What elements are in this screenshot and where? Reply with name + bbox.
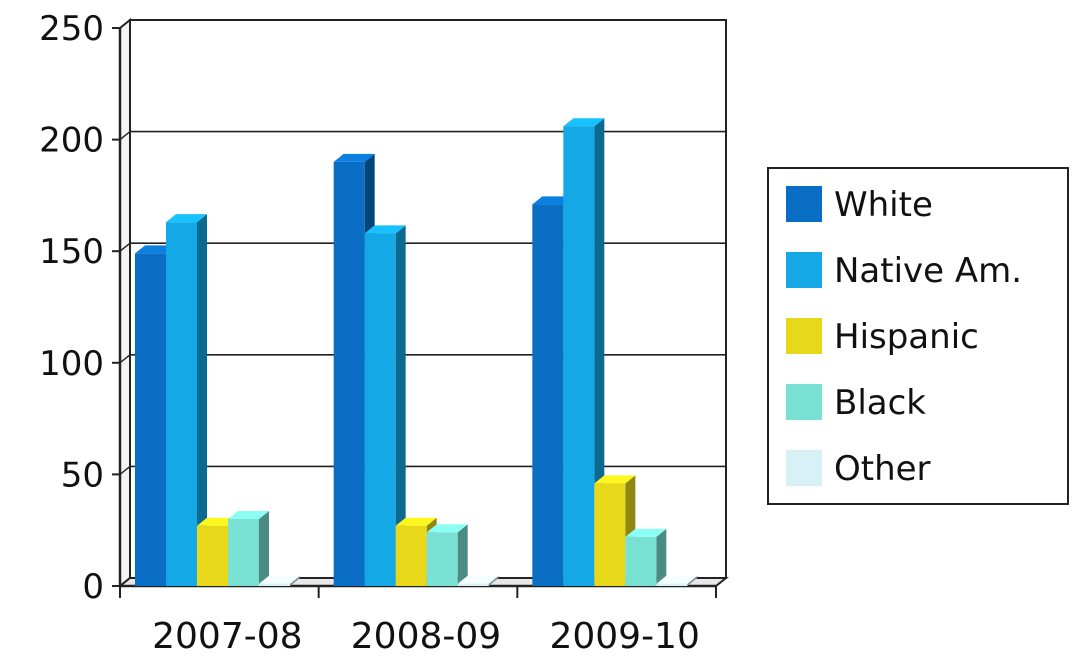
gridline-side — [119, 19, 131, 29]
y-tick-labels: 0 50 100 150 200 250 — [39, 9, 104, 607]
gridline-side — [119, 242, 131, 252]
bar-top — [395, 517, 437, 526]
x-category-label: 2007-08 — [152, 616, 302, 657]
x-category-label: 2009-10 — [549, 616, 699, 657]
y-tick-label: 250 — [39, 9, 104, 49]
bar-top — [228, 511, 269, 520]
plot-back-wall — [129, 19, 727, 579]
bar-side — [687, 575, 698, 586]
legend-swatch — [786, 450, 822, 486]
bar-side — [594, 118, 605, 586]
legend-swatch — [786, 252, 822, 288]
legend-swatch — [786, 186, 822, 222]
bar-front — [625, 536, 657, 586]
bar-top — [426, 524, 468, 533]
bar-other-2007-08 — [259, 575, 300, 586]
bar-front — [259, 583, 290, 586]
bar-top — [563, 118, 605, 127]
bar-front — [563, 126, 595, 586]
bar-front — [656, 583, 688, 586]
y-tick-label: 100 — [39, 344, 104, 384]
bar-other-2009-10 — [656, 575, 698, 586]
bar-side — [290, 575, 300, 586]
legend: White Native Am. Hispanic Black Other — [767, 167, 1069, 505]
bar-front — [457, 583, 489, 586]
plot-side-wall — [119, 17, 131, 589]
bars-layer — [135, 118, 698, 587]
gridline-side — [119, 354, 131, 364]
bar-native-am-2009-10 — [563, 118, 605, 586]
bar-top — [333, 153, 375, 162]
grid-layer — [119, 17, 727, 589]
bar-top — [135, 245, 176, 254]
bar-front — [228, 519, 259, 586]
bar-front — [364, 233, 396, 586]
y-tick-label: 0 — [82, 567, 104, 607]
y-tick-label: 150 — [39, 232, 104, 272]
bar-front — [135, 253, 166, 586]
bar-front — [594, 483, 626, 586]
bar-native-am-2007-08 — [166, 214, 207, 586]
bar-side — [656, 528, 667, 586]
gridline-side — [119, 131, 131, 141]
bar-front — [166, 222, 197, 586]
bar-front — [197, 525, 228, 586]
bar-black-2008-09 — [426, 524, 468, 586]
bar-side — [488, 575, 499, 586]
bar-top — [364, 225, 406, 234]
bar-black-2009-10 — [625, 528, 667, 586]
bar-top — [259, 575, 300, 584]
bar-top — [532, 196, 574, 205]
legend-swatch — [786, 318, 822, 354]
legend-label: Other — [834, 449, 931, 489]
bar-other-2008-09 — [457, 575, 499, 586]
gridline-side — [119, 465, 131, 475]
bar-black-2007-08 — [228, 511, 269, 586]
legend-label: Black — [834, 383, 926, 423]
bar-side — [457, 524, 468, 586]
x-category-label: 2008-09 — [351, 616, 501, 657]
legend-swatch — [786, 384, 822, 420]
x-category-labels: 2007-08 2008-09 2009-10 — [152, 616, 700, 657]
legend-label: White — [834, 185, 933, 225]
bar-side — [259, 511, 269, 586]
y-tick-label: 200 — [39, 121, 104, 161]
bar-front — [426, 532, 458, 586]
bar-native-am-2008-09 — [364, 225, 406, 586]
legend-label: Native Am. — [834, 251, 1022, 291]
bar-front — [532, 204, 564, 586]
bar-top — [197, 517, 238, 526]
bar-top — [625, 528, 667, 537]
bar-side — [395, 225, 406, 586]
bar-front — [333, 161, 365, 587]
bar-side — [197, 214, 207, 586]
bar-top — [656, 575, 698, 584]
bar-top — [594, 475, 636, 484]
bar-front — [395, 525, 427, 586]
bar-top — [457, 575, 499, 584]
bar-top — [166, 214, 207, 223]
legend-label: Hispanic — [834, 317, 979, 357]
y-tick-label: 50 — [61, 455, 104, 495]
